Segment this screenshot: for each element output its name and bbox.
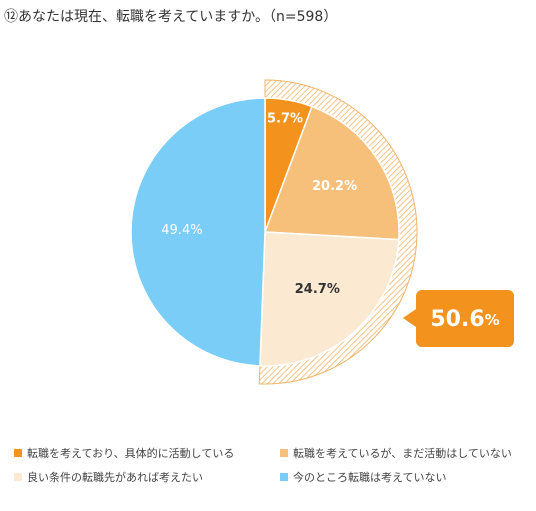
legend-swatch [280, 449, 288, 457]
data-label: 49.4% [161, 223, 202, 238]
callout-bubble [403, 290, 514, 347]
callout-value: 50.6% [430, 307, 499, 332]
pie-slice [259, 231, 400, 367]
legend-label: 今のところ転職は考えていない [293, 471, 447, 484]
legend-label: 転職を考えているが、まだ活動はしていない [293, 447, 512, 460]
chart-title: ⑫あなたは現在、転職を考えていますか。（n=598） [4, 9, 338, 25]
data-label: 24.7% [295, 282, 340, 297]
legend-swatch [280, 473, 288, 481]
data-label: 5.7% [267, 112, 303, 127]
legend-label: 良い条件の転職先があれば考えたい [27, 471, 203, 484]
legend-item-not-considering: 今のところ転職は考えていない [280, 469, 446, 485]
legend-label: 転職を考えており、具体的に活動している [27, 447, 235, 460]
pie-slice [263, 105, 400, 241]
legend-item-active: 転職を考えており、具体的に活動している [14, 445, 234, 461]
legend-item-if-good-offer: 良い条件の転職先があれば考えたい [14, 469, 203, 485]
data-label: 20.2% [312, 179, 357, 194]
legend-swatch [14, 473, 22, 481]
legend-item-considering: 転職を考えているが、まだ活動はしていない [280, 445, 512, 461]
pie-slice [130, 97, 266, 367]
legend-swatch [14, 449, 22, 457]
